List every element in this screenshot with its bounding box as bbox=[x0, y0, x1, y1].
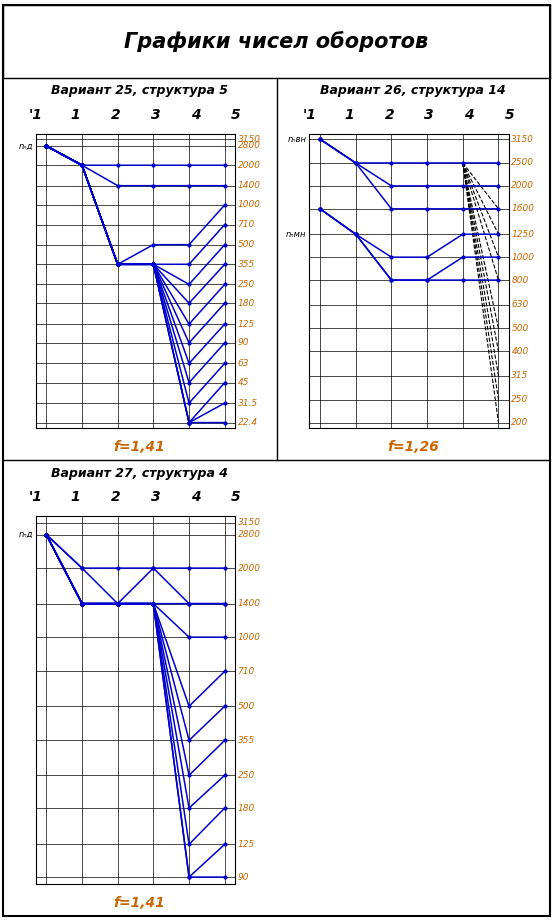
Text: 3150: 3150 bbox=[512, 134, 534, 144]
Text: 63: 63 bbox=[238, 359, 249, 367]
Text: 710: 710 bbox=[238, 667, 255, 676]
Text: 2000: 2000 bbox=[238, 564, 260, 573]
Text: 5: 5 bbox=[231, 490, 240, 505]
Text: f=1,41: f=1,41 bbox=[114, 439, 165, 454]
Text: 2: 2 bbox=[111, 490, 121, 505]
Text: 400: 400 bbox=[512, 347, 529, 356]
Text: 5: 5 bbox=[504, 108, 514, 122]
Text: 710: 710 bbox=[238, 220, 255, 229]
Text: 180: 180 bbox=[238, 803, 255, 812]
Text: 3150: 3150 bbox=[238, 134, 260, 144]
Text: nₙд: nₙд bbox=[18, 142, 33, 150]
Text: 90: 90 bbox=[238, 338, 249, 347]
Text: 1400: 1400 bbox=[238, 600, 260, 608]
Text: 1250: 1250 bbox=[512, 229, 534, 239]
Text: 1400: 1400 bbox=[238, 181, 260, 190]
Text: 2800: 2800 bbox=[238, 530, 260, 539]
Text: 125: 125 bbox=[238, 840, 255, 849]
Text: 500: 500 bbox=[238, 240, 255, 250]
Text: 250: 250 bbox=[238, 280, 255, 289]
Text: '1: '1 bbox=[29, 490, 43, 505]
Text: 5: 5 bbox=[231, 108, 240, 122]
Text: 22.4: 22.4 bbox=[238, 418, 258, 427]
Text: 1000: 1000 bbox=[238, 633, 260, 642]
Text: 2000: 2000 bbox=[238, 161, 260, 169]
Text: 31.5: 31.5 bbox=[238, 399, 258, 408]
Text: 125: 125 bbox=[238, 320, 255, 329]
Text: 250: 250 bbox=[512, 395, 529, 404]
Text: 1600: 1600 bbox=[512, 204, 534, 214]
Text: 2: 2 bbox=[111, 108, 121, 122]
Text: 250: 250 bbox=[238, 771, 255, 780]
Text: 45: 45 bbox=[238, 379, 249, 387]
Text: Вариант 25, структура 5: Вариант 25, структура 5 bbox=[51, 85, 228, 98]
Text: f=1,41: f=1,41 bbox=[114, 895, 165, 910]
Text: nₙмн: nₙмн bbox=[286, 229, 306, 239]
Text: 180: 180 bbox=[238, 298, 255, 308]
Text: f=1,26: f=1,26 bbox=[388, 439, 439, 454]
Text: 2800: 2800 bbox=[238, 142, 260, 150]
Text: 4: 4 bbox=[465, 108, 474, 122]
Text: 3150: 3150 bbox=[238, 519, 260, 528]
Text: nₙд: nₙд bbox=[18, 530, 33, 539]
Text: 1: 1 bbox=[345, 108, 354, 122]
Text: 315: 315 bbox=[512, 371, 529, 380]
Text: 355: 355 bbox=[238, 260, 255, 269]
Text: nₙвн: nₙвн bbox=[288, 134, 306, 144]
Text: '1: '1 bbox=[29, 108, 43, 122]
Text: 500: 500 bbox=[512, 324, 529, 332]
Text: 4: 4 bbox=[191, 490, 200, 505]
Text: 500: 500 bbox=[238, 702, 255, 711]
Text: 800: 800 bbox=[512, 275, 529, 285]
Text: 355: 355 bbox=[238, 736, 255, 745]
Text: 90: 90 bbox=[238, 872, 249, 881]
Text: Вариант 27, структура 4: Вариант 27, структура 4 bbox=[51, 467, 228, 480]
Text: 3: 3 bbox=[425, 108, 434, 122]
Text: 630: 630 bbox=[512, 300, 529, 309]
Text: 1000: 1000 bbox=[238, 201, 260, 209]
Text: Графики чисел оборотов: Графики чисел оборотов bbox=[124, 31, 429, 52]
Text: 1: 1 bbox=[71, 490, 80, 505]
Text: 2000: 2000 bbox=[512, 181, 534, 191]
Text: 1: 1 bbox=[71, 108, 80, 122]
Text: 4: 4 bbox=[191, 108, 200, 122]
Text: 2: 2 bbox=[384, 108, 394, 122]
Text: 3: 3 bbox=[151, 108, 160, 122]
Text: 200: 200 bbox=[512, 418, 529, 427]
Text: 3: 3 bbox=[151, 490, 160, 505]
Text: Вариант 26, структура 14: Вариант 26, структура 14 bbox=[321, 85, 506, 98]
Text: 1000: 1000 bbox=[512, 252, 534, 262]
Text: '1: '1 bbox=[302, 108, 316, 122]
Text: 2500: 2500 bbox=[512, 158, 534, 168]
